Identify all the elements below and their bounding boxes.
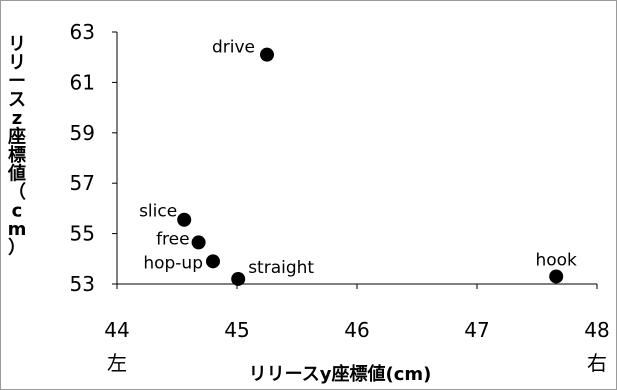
x-tick-label: 48 (584, 318, 609, 342)
data-points (177, 47, 564, 286)
axes (112, 31, 598, 289)
tick-labels: 53 55 57 59 61 63 44 45 46 47 48 (70, 20, 610, 342)
x-tick-label: 47 (464, 318, 489, 342)
point-label-drive: drive (212, 38, 255, 58)
y-axis-title: リリース z 座標値（ c m） (7, 34, 26, 259)
y-tick-label: 55 (70, 222, 95, 246)
data-point-slice (177, 212, 192, 227)
point-labels: drive slice free hop-up straight hook (139, 38, 577, 278)
x-tick-label: 44 (104, 318, 129, 342)
y-tick-label: 59 (70, 121, 95, 145)
x-tick-label: 45 (224, 318, 249, 342)
x-left-direction-label: 左 (107, 351, 127, 375)
y-tick-label: 63 (70, 20, 95, 44)
point-label-hook: hook (535, 250, 577, 270)
point-label-straight: straight (248, 258, 314, 278)
x-tick-label: 46 (344, 318, 369, 342)
y-tick-label: 61 (70, 70, 95, 94)
point-label-slice: slice (139, 202, 177, 222)
data-point-free (191, 235, 206, 250)
y-tick-label: 57 (70, 171, 95, 195)
data-point-hook (549, 269, 564, 284)
data-point-drive (260, 47, 274, 62)
data-point-hop-up (206, 254, 220, 269)
y-tick-label: 53 (70, 272, 95, 296)
point-label-free: free (156, 229, 190, 249)
x-axis-title: リリースy座標値(cm) (249, 363, 432, 385)
point-label-hop-up: hop-up (143, 253, 203, 273)
x-right-direction-label: 右 (587, 351, 607, 375)
data-point-straight (231, 271, 246, 286)
